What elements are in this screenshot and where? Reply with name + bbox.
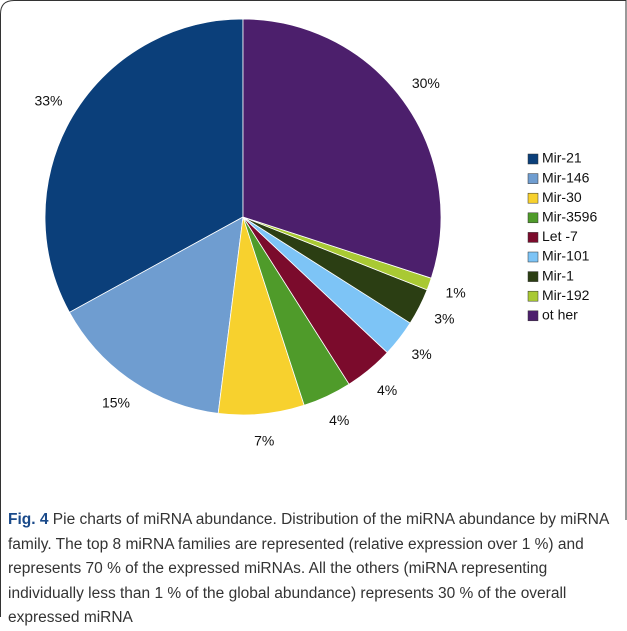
pie-slice — [242, 18, 442, 279]
pie-slice — [44, 18, 244, 313]
slice-label: 3% — [434, 310, 454, 326]
legend-swatch — [527, 192, 539, 204]
caption-text: Pie charts of miRNA abundance. Distribut… — [8, 511, 609, 626]
legend-label: Mir-30 — [542, 189, 582, 205]
slice-label: 15% — [102, 395, 130, 411]
legend-label: Let -7 — [542, 228, 578, 244]
legend-swatch — [527, 290, 539, 302]
legend-swatch — [527, 173, 539, 184]
legend-label: Mir-192 — [542, 287, 590, 303]
pie-slice — [68, 216, 244, 414]
slice-label: 30% — [412, 75, 440, 91]
legend-label: Mir-3596 — [542, 209, 597, 225]
legend-label: ot her — [542, 307, 578, 323]
slice-label: 33% — [34, 93, 62, 109]
chart: 33% 15% 7% 4% 4% 3% 3% 1% 30% Mir-21 Mir-146 Mir-30… — [0, 0, 627, 617]
slice-label: 4% — [377, 382, 397, 398]
legend-swatch — [527, 232, 539, 243]
legend-label: Mir-101 — [542, 248, 590, 264]
legend-swatch — [527, 271, 539, 282]
slice-label: 1% — [446, 284, 466, 300]
slice-label: 7% — [254, 433, 274, 449]
slice-label: 3% — [411, 346, 431, 362]
legend-swatch — [527, 153, 539, 165]
legend-label: Mir-21 — [542, 150, 582, 166]
caption-label: Fig. 4 — [8, 511, 49, 528]
frame — [0, 0, 627, 617]
legend-label: Mir-1 — [542, 267, 574, 283]
slice-label: 4% — [329, 412, 349, 428]
legend-swatch — [527, 212, 539, 224]
caption: Fig. 4 Pie charts of miRNA abundance. Di… — [8, 508, 614, 631]
legend-swatch — [527, 310, 539, 322]
legend-swatch — [527, 251, 539, 263]
legend-label: Mir-146 — [542, 169, 590, 185]
